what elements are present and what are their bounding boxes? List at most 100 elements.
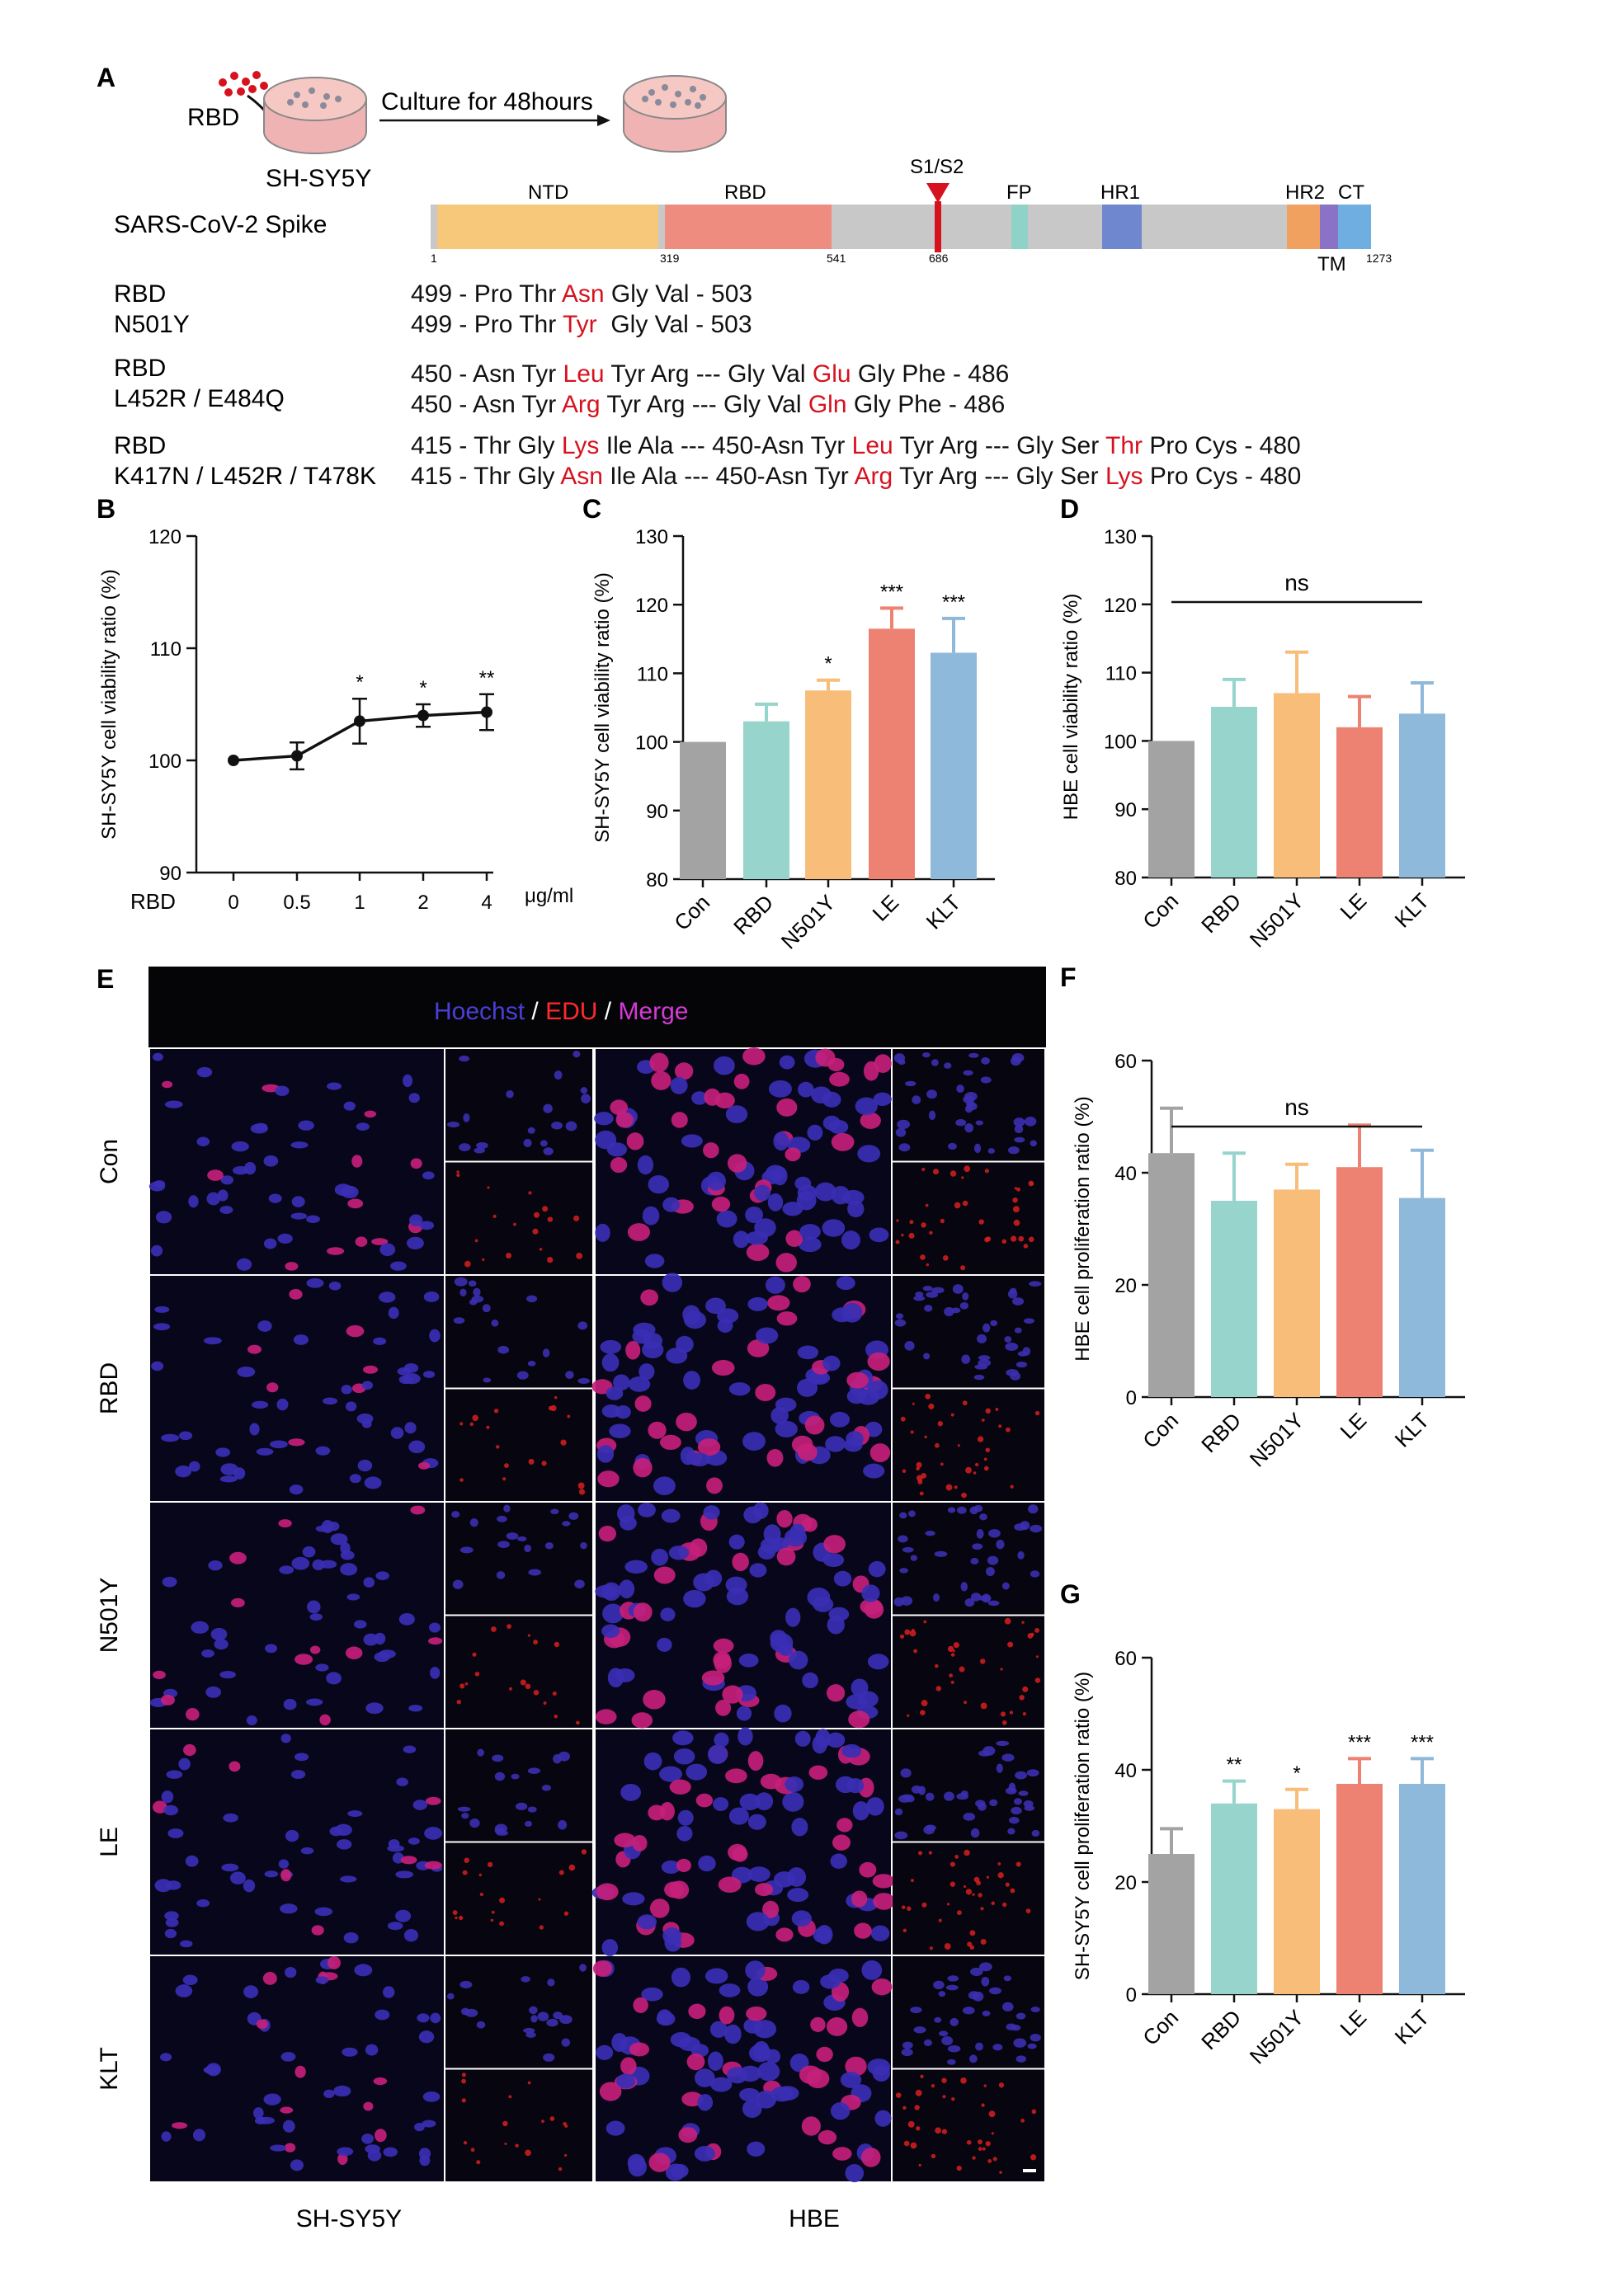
hoechst-nucleus: [963, 1070, 973, 1076]
hoechst-nucleus: [822, 1355, 841, 1371]
hoechst-nucleus: [976, 1529, 984, 1539]
edu-signal: [901, 1233, 904, 1237]
edu-signal: [977, 1436, 984, 1442]
hoechst-nucleus: [396, 1777, 408, 1786]
edu-positive-nucleus: [659, 1434, 681, 1451]
edu-positive-nucleus: [363, 2101, 374, 2111]
edu-signal: [914, 2105, 920, 2110]
hoechst-nucleus: [627, 2153, 646, 2171]
sequence-segment: Ile Ala --- 450-Asn Tyr: [599, 432, 851, 459]
hoechst-nucleus: [637, 1155, 654, 1175]
hoechst-nucleus: [822, 1553, 845, 1568]
hoechst-nucleus: [554, 1070, 563, 1080]
hoechst-nucleus: [459, 1143, 471, 1151]
significance-marker: *: [419, 677, 426, 699]
edu-positive-nucleus: [775, 1927, 794, 1942]
hoechst-nucleus: [981, 1976, 990, 1987]
hoechst-nucleus: [293, 1334, 309, 1345]
hoechst-nucleus: [963, 1095, 975, 1104]
hoechst-nucleus: [1024, 1318, 1034, 1324]
hoechst-nucleus: [707, 1744, 728, 1765]
x-tick-label: 1: [354, 892, 365, 914]
hoechst-nucleus: [294, 1753, 309, 1762]
hoechst-nucleus: [746, 1912, 770, 1931]
edu-positive-nucleus: [678, 2127, 698, 2143]
x-tick-label: RBD: [1196, 888, 1246, 938]
edu-signal: [991, 1901, 996, 1906]
edu-signal: [932, 1169, 940, 1175]
residue-positions: 1 319 541 686 1273: [431, 252, 1392, 265]
edu-signal: [959, 1666, 965, 1673]
edu-positive-nucleus: [851, 2007, 869, 2027]
x-tick-label: RBD: [728, 890, 778, 939]
edu-signal: [919, 1491, 924, 1496]
edu-positive-nucleus: [288, 1438, 305, 1447]
hoechst-nucleus: [1030, 2007, 1040, 2012]
hoechst-nucleus: [778, 1641, 794, 1657]
edu-positive-nucleus: [186, 1707, 200, 1721]
hoechst-nucleus: [422, 2091, 441, 2102]
microscopy-tile: [445, 2069, 592, 2181]
edu-positive-nucleus: [229, 1761, 241, 1772]
hoechst-nucleus: [830, 2102, 851, 2120]
hoechst-nucleus: [203, 2066, 219, 2074]
hoechst-nucleus: [223, 1813, 238, 1823]
hoechst-nucleus: [867, 1380, 888, 1400]
hoechst-nucleus: [923, 2039, 932, 2047]
hoechst-nucleus: [219, 1671, 236, 1679]
hoechst-nucleus: [657, 1637, 672, 1652]
hoechst-nucleus: [938, 2030, 949, 2037]
edu-positive-nucleus: [373, 2077, 388, 2086]
edu-signal: [965, 1466, 972, 1474]
hoechst-nucleus: [798, 1236, 822, 1253]
hoechst-nucleus: [836, 1276, 855, 1291]
edu-signal: [923, 1620, 927, 1624]
hoechst-nucleus: [707, 2051, 723, 2072]
edu-signal: [987, 2158, 992, 2163]
hoechst-nucleus: [196, 1136, 210, 1146]
edu-signal: [985, 2141, 991, 2147]
variant-3-wt-seq: 415 - Thr Gly Lys Ile Ala --- 450-Asn Ty…: [411, 432, 1301, 459]
edu-signal: [938, 1918, 942, 1922]
hoechst-nucleus: [561, 2038, 571, 2047]
hoechst-nucleus: [527, 1127, 535, 1134]
hoechst-nucleus: [180, 1940, 193, 1948]
hoechst-nucleus: [419, 1221, 435, 1230]
edu-signal: [576, 1720, 580, 1725]
edu-signal: [921, 1902, 927, 1908]
edu-positive-nucleus: [767, 1295, 790, 1311]
hoechst-nucleus: [524, 1544, 531, 1553]
hoechst-nucleus: [642, 1341, 664, 1359]
x-tick-label: LE: [868, 890, 904, 926]
hoechst-nucleus: [662, 1273, 683, 1292]
hoechst-nucleus: [893, 1053, 906, 1063]
hoechst-nucleus: [978, 1750, 992, 1757]
hoechst-nucleus: [772, 1166, 788, 1186]
hoechst-nucleus: [955, 1118, 967, 1127]
edu-positive-nucleus: [289, 1289, 303, 1300]
edu-positive-nucleus: [711, 1359, 735, 1376]
hoechst-nucleus: [300, 1847, 314, 1855]
hoechst-nucleus: [932, 1593, 940, 1602]
hoechst-nucleus: [497, 1345, 510, 1354]
edu-signal: [940, 1462, 944, 1466]
hoechst-nucleus: [829, 1411, 851, 1428]
edu-signal: [528, 1191, 532, 1195]
y-tick-label: 120: [148, 526, 181, 548]
hoechst-nucleus: [789, 1650, 808, 1670]
hoechst-nucleus: [947, 2044, 961, 2053]
y-axis-label: SH-SY5Y cell viability ratio (%): [591, 572, 614, 843]
hoechst-nucleus: [280, 1903, 298, 1914]
hoechst-nucleus: [855, 1097, 878, 1116]
hoechst-nucleus: [820, 1974, 841, 1989]
edu-signal: [900, 1416, 906, 1422]
hoechst-nucleus: [742, 2099, 762, 2118]
hoechst-nucleus: [315, 1663, 329, 1672]
hoechst-nucleus: [383, 2147, 398, 2157]
edu-signal: [964, 1701, 968, 1705]
edu-signal: [951, 2097, 955, 2101]
hoechst-nucleus: [791, 1910, 812, 1927]
edu-signal: [474, 1239, 478, 1243]
hoechst-nucleus: [941, 2035, 954, 2046]
edu-signal: [554, 1395, 558, 1400]
